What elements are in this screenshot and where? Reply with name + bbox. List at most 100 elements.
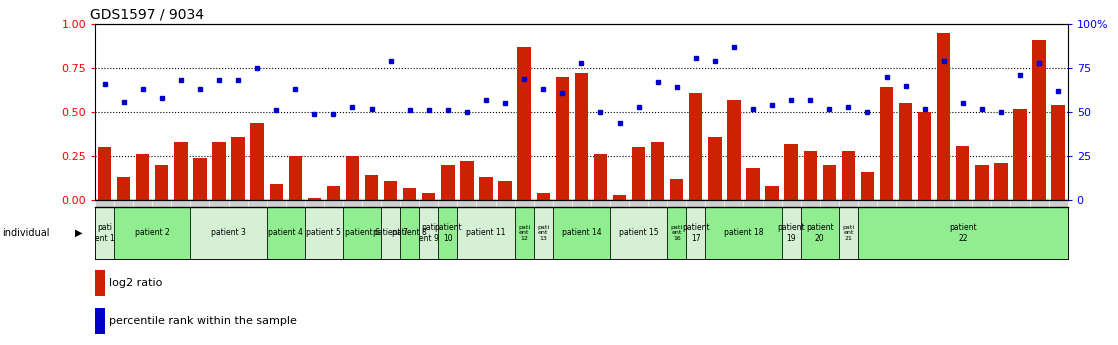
Bar	[918, 112, 931, 200]
Bar	[1051, 105, 1064, 200]
Bar	[381, 207, 400, 259]
Text: patient
22: patient 22	[949, 223, 977, 243]
Bar	[212, 142, 226, 200]
Bar	[442, 165, 455, 200]
Bar	[461, 161, 474, 200]
Bar	[975, 165, 988, 200]
Bar	[651, 142, 664, 200]
Bar	[552, 207, 610, 259]
Bar	[423, 193, 435, 200]
Bar	[305, 207, 343, 259]
Bar	[994, 163, 1007, 200]
Text: patient
10: patient 10	[434, 223, 462, 243]
Bar	[632, 147, 645, 200]
Bar	[613, 195, 626, 200]
Text: patient 18: patient 18	[723, 228, 764, 237]
Bar	[747, 168, 760, 200]
Bar	[343, 207, 381, 259]
Bar	[861, 172, 874, 200]
Text: pati
ent
21: pati ent 21	[842, 225, 854, 241]
Bar	[117, 177, 131, 200]
Bar	[727, 100, 740, 200]
Bar	[800, 207, 838, 259]
Bar	[556, 77, 569, 200]
Bar	[842, 151, 855, 200]
Bar	[689, 93, 702, 200]
Bar	[419, 207, 438, 259]
Bar	[705, 207, 781, 259]
Bar	[937, 33, 950, 200]
Text: patient 8: patient 8	[392, 228, 427, 237]
Bar	[956, 146, 969, 200]
Text: patient 5: patient 5	[306, 228, 341, 237]
Text: percentile rank within the sample: percentile rank within the sample	[110, 316, 297, 326]
Bar	[804, 151, 817, 200]
Bar	[766, 186, 779, 200]
Bar	[1013, 109, 1026, 200]
Text: log2 ratio: log2 ratio	[110, 278, 162, 288]
Bar	[438, 207, 457, 259]
Text: patient 15: patient 15	[618, 228, 659, 237]
Bar	[400, 207, 419, 259]
Text: ▶: ▶	[75, 228, 83, 238]
Bar	[480, 177, 493, 200]
Bar	[499, 181, 512, 200]
Bar	[307, 198, 321, 200]
Bar	[610, 207, 667, 259]
Bar	[537, 193, 550, 200]
Bar	[708, 137, 721, 200]
Bar	[823, 165, 836, 200]
Bar	[269, 184, 283, 200]
Bar	[98, 147, 112, 200]
Bar	[594, 154, 607, 200]
Bar	[95, 308, 105, 334]
Bar	[326, 186, 340, 200]
Bar	[686, 207, 705, 259]
Text: patient 7: patient 7	[373, 228, 408, 237]
Bar	[155, 165, 169, 200]
Bar	[785, 144, 798, 200]
Text: patient 2: patient 2	[135, 228, 170, 237]
Bar	[838, 207, 858, 259]
Text: patient 3: patient 3	[211, 228, 246, 237]
Bar	[250, 123, 264, 200]
Bar	[95, 207, 114, 259]
Bar	[383, 181, 397, 200]
Text: pati
ent 1: pati ent 1	[95, 223, 114, 243]
Bar	[518, 47, 531, 200]
Text: patient
20: patient 20	[806, 223, 834, 243]
Text: pati
ent
13: pati ent 13	[537, 225, 549, 241]
Bar	[781, 207, 800, 259]
Bar	[267, 207, 305, 259]
Text: individual: individual	[2, 228, 49, 238]
Bar	[404, 188, 416, 200]
Bar	[533, 207, 552, 259]
Bar	[899, 104, 912, 200]
Text: GDS1597 / 9034: GDS1597 / 9034	[91, 8, 205, 22]
Text: patient
17: patient 17	[682, 223, 710, 243]
Bar	[231, 137, 245, 200]
Bar	[288, 156, 302, 200]
Text: pati
ent 9: pati ent 9	[419, 223, 438, 243]
Bar	[174, 142, 188, 200]
Text: patient 6: patient 6	[344, 228, 379, 237]
Bar	[1032, 40, 1045, 200]
Text: patient
19: patient 19	[777, 223, 805, 243]
Bar	[345, 156, 359, 200]
Text: patient 4: patient 4	[268, 228, 303, 237]
Text: pati
ent
16: pati ent 16	[671, 225, 683, 241]
Text: patient 11: patient 11	[466, 228, 505, 237]
Text: patient 14: patient 14	[561, 228, 601, 237]
Bar	[670, 179, 683, 200]
Bar	[193, 158, 207, 200]
Bar	[136, 154, 150, 200]
Bar	[575, 73, 588, 200]
Bar	[364, 176, 378, 200]
Bar	[114, 207, 190, 259]
Bar	[667, 207, 686, 259]
Bar	[858, 207, 1068, 259]
Bar	[514, 207, 533, 259]
Bar	[190, 207, 267, 259]
Bar	[880, 88, 893, 200]
Bar	[457, 207, 514, 259]
